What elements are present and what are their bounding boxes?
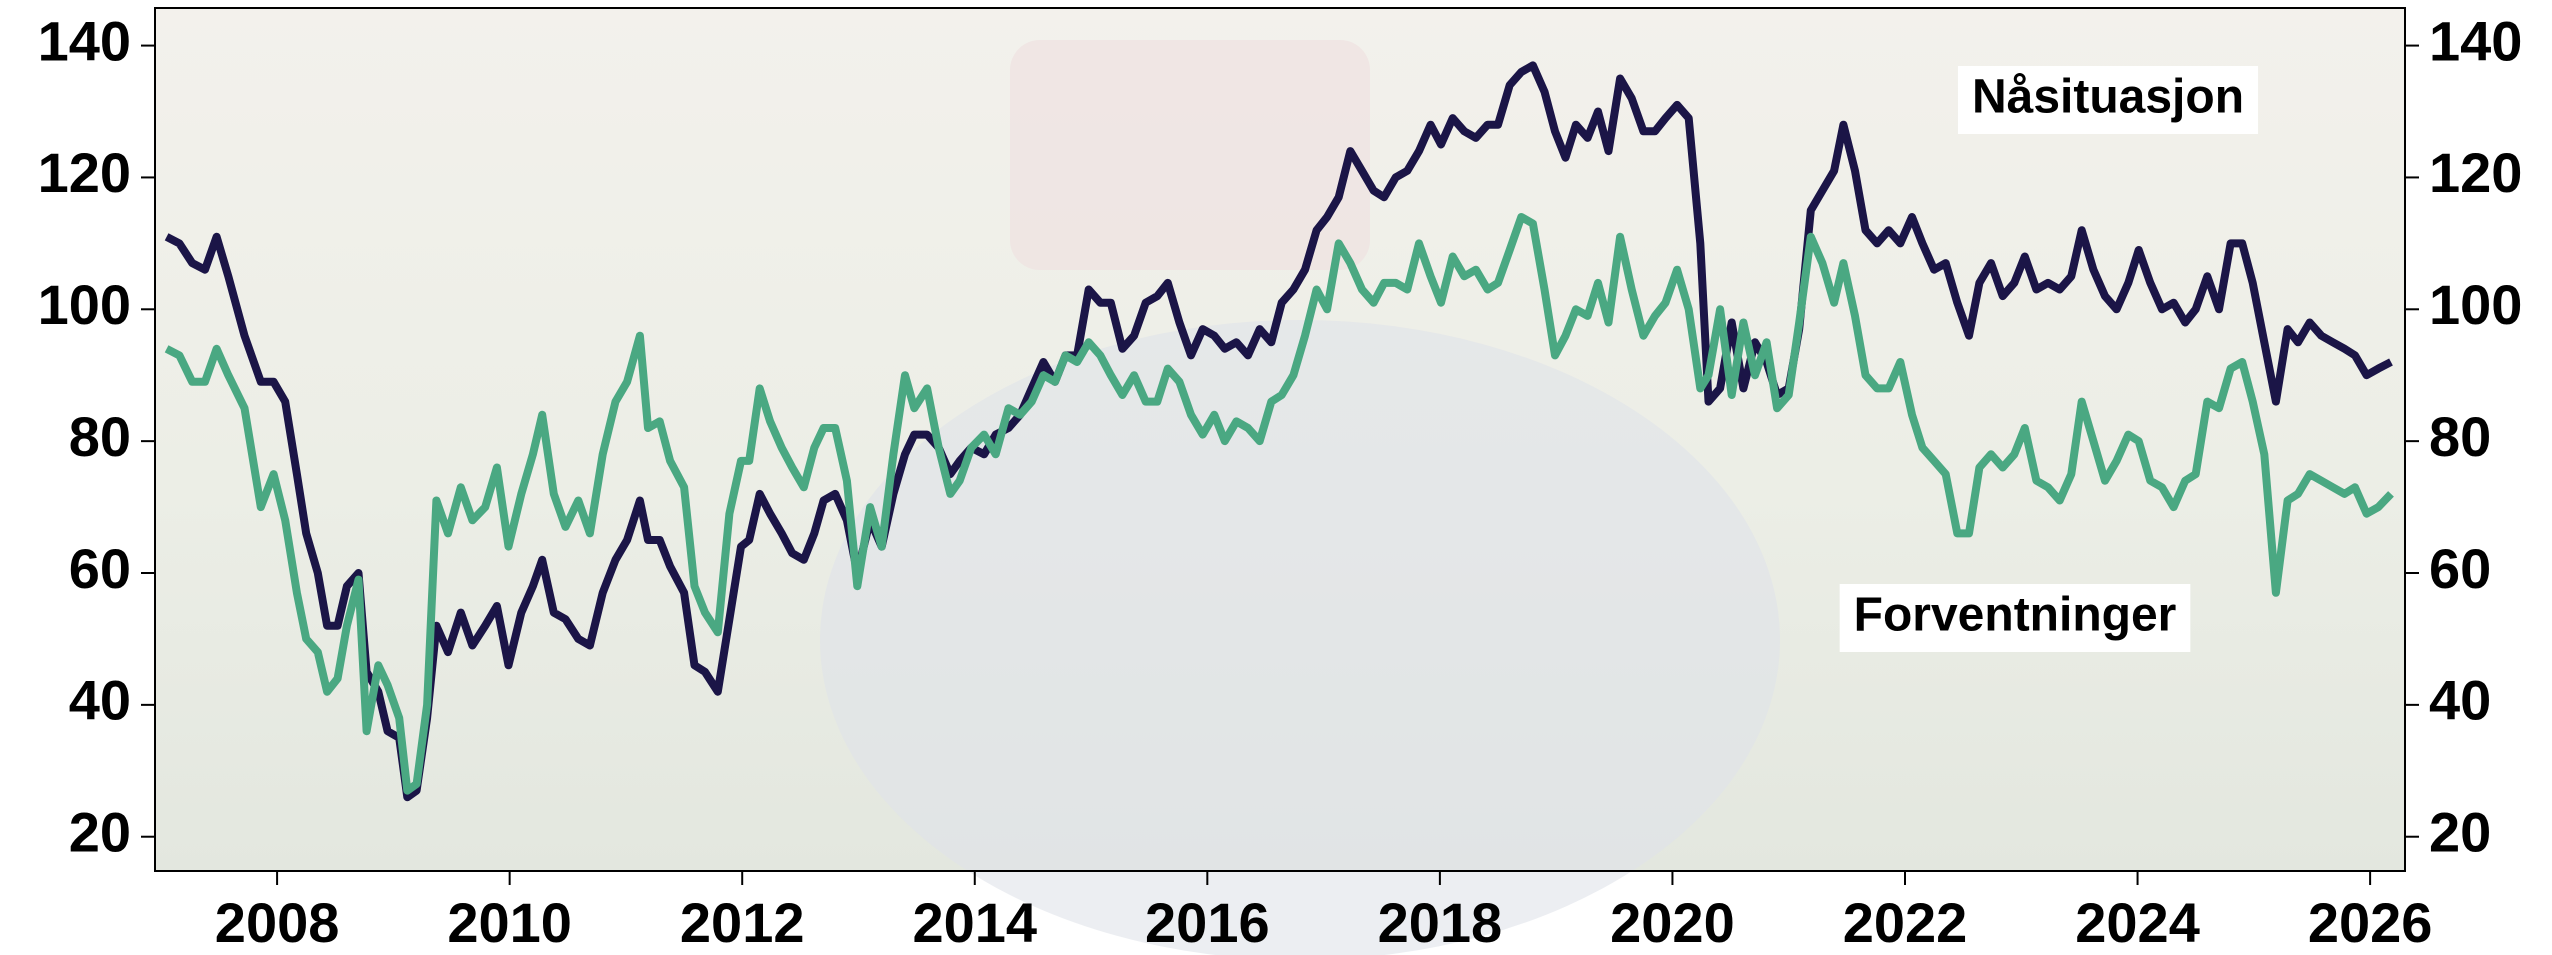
series-line: [164, 213, 2394, 795]
y-tick-label: 140: [38, 9, 131, 72]
series-line: [164, 61, 2393, 802]
x-tick-label: 2016: [1145, 891, 1270, 954]
plot-frame: [154, 7, 2406, 872]
y2-tick-label: 120: [2429, 141, 2522, 204]
y2-tick-label: 140: [2429, 9, 2522, 72]
y-tick-label: 20: [69, 801, 131, 864]
legend-label: Forventninger: [1854, 589, 2177, 642]
legend-label: Nåsituasjon: [1972, 71, 2244, 124]
background-figure: [820, 320, 1780, 955]
y2-tick-label: 20: [2429, 801, 2491, 864]
background-hat: [1010, 40, 1370, 270]
legend-box: [1957, 66, 2259, 134]
x-tick-label: 2026: [2308, 891, 2433, 954]
x-tick-label: 2010: [447, 891, 572, 954]
y-tick-label: 40: [69, 669, 131, 732]
x-tick-label: 2018: [1378, 891, 1503, 954]
y-tick-label: 100: [38, 273, 131, 336]
y2-tick-label: 80: [2429, 405, 2491, 468]
y2-tick-label: 60: [2429, 537, 2491, 600]
y-tick-label: 120: [38, 141, 131, 204]
y2-tick-label: 40: [2429, 669, 2491, 732]
x-tick-label: 2008: [215, 891, 340, 954]
x-tick-label: 2014: [912, 891, 1037, 954]
y2-tick-label: 100: [2429, 273, 2522, 336]
y-tick-label: 60: [69, 537, 131, 600]
x-tick-label: 2022: [1843, 891, 1968, 954]
x-tick-label: 2012: [680, 891, 805, 954]
y-tick-label: 80: [69, 405, 131, 468]
legend-box: [1839, 584, 2191, 652]
x-tick-label: 2024: [2075, 891, 2200, 954]
x-tick-label: 2020: [1610, 891, 1735, 954]
